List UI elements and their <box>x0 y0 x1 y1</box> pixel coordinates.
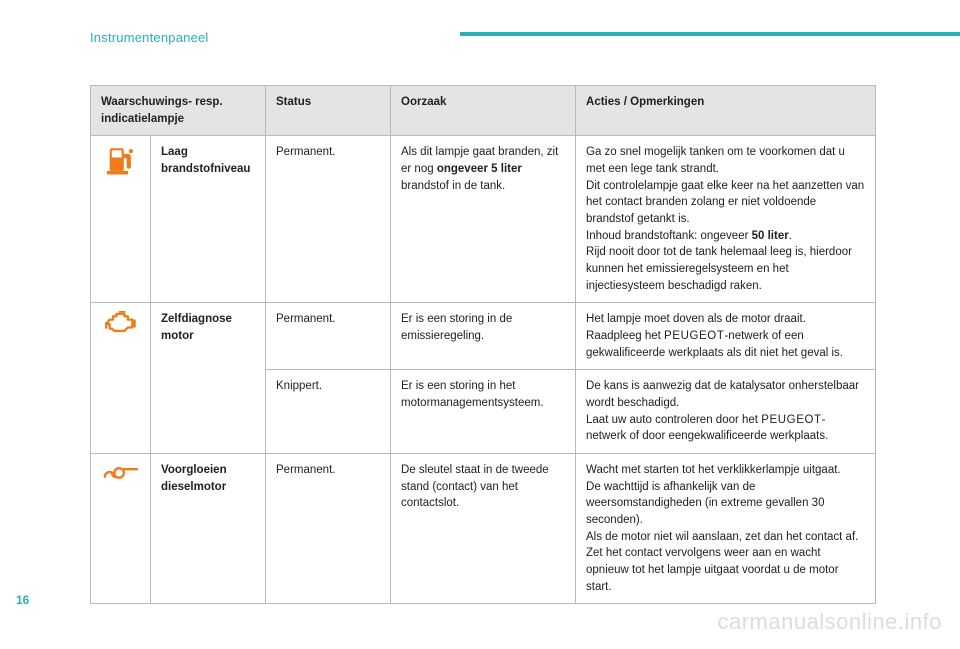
lamp-name: Voorgloeien dieselmotor <box>151 454 266 604</box>
action-cell: De kans is aanwezig dat de katalysator o… <box>576 370 876 454</box>
cause-cell: Er is een storing in de emissieregeling. <box>391 303 576 370</box>
fuel-pump-icon <box>104 144 138 178</box>
cause-text: brandstof in de tank. <box>401 180 505 192</box>
brand-name: PEUGEOT <box>664 330 724 342</box>
table-row: Zelfdiagnose motor Permanent. Er is een … <box>91 303 876 370</box>
lamp-icon-cell <box>91 454 151 604</box>
table-row: Voorgloeien dieselmotor Permanent. De sl… <box>91 454 876 604</box>
action-line: Het lampje moet doven als de motor draai… <box>586 311 865 328</box>
header-accent-bar <box>460 32 960 36</box>
col-header-lamp: Waarschuwings- resp. indicatielampje <box>91 86 266 136</box>
watermark: carmanualsonline.info <box>717 609 942 635</box>
action-text: . <box>789 230 792 242</box>
action-line: Raadpleeg het PEUGEOT-netwerk of een gek… <box>586 328 865 361</box>
manual-page: Instrumentenpaneel Waarschuwings- resp. … <box>0 0 960 649</box>
table-header-row: Waarschuwings- resp. indicatielampje Sta… <box>91 86 876 136</box>
action-cell: Wacht met starten tot het verklikkerlamp… <box>576 454 876 604</box>
lamp-name: Laag brandstofniveau <box>151 136 266 303</box>
status-cell: Permanent. <box>266 136 391 303</box>
action-cell: Het lampje moet doven als de motor draai… <box>576 303 876 370</box>
action-text: Laat uw auto controleren door het <box>586 414 761 426</box>
cause-cell: De sleutel staat in de tweede stand (con… <box>391 454 576 604</box>
cause-bold: ongeveer 5 liter <box>437 163 522 175</box>
status-cell: Knippert. <box>266 370 391 454</box>
engine-icon <box>104 311 138 335</box>
cause-cell: Als dit lampje gaat branden, zit er nog … <box>391 136 576 303</box>
table-row: Laag brandstofniveau Permanent. Als dit … <box>91 136 876 303</box>
status-cell: Permanent. <box>266 454 391 604</box>
action-line: Wacht met starten tot het verklikkerlamp… <box>586 462 865 479</box>
action-line: De wachttijd is afhankelijk van de weers… <box>586 479 865 529</box>
warning-lamp-table: Waarschuwings- resp. indicatielampje Sta… <box>90 85 876 604</box>
brand-name: PEUGEOT <box>761 414 821 426</box>
page-number: 16 <box>16 593 29 607</box>
action-bold: 50 liter <box>752 230 789 242</box>
action-line: De kans is aanwezig dat de katalysator o… <box>586 378 865 411</box>
action-text: Inhoud brandstoftank: ongeveer <box>586 230 752 242</box>
action-line: Inhoud brandstoftank: ongeveer 50 liter. <box>586 228 865 245</box>
action-text: Raadpleeg het <box>586 330 664 342</box>
status-cell: Permanent. <box>266 303 391 370</box>
action-line: Rijd nooit door tot de tank helemaal lee… <box>586 244 865 294</box>
lamp-icon-cell <box>91 303 151 454</box>
action-line: Als de motor niet wil aanslaan, zet dan … <box>586 529 865 596</box>
col-header-status: Status <box>266 86 391 136</box>
action-cell: Ga zo snel mogelijk tanken om te voorkom… <box>576 136 876 303</box>
cause-cell: Er is een storing in het motormanagement… <box>391 370 576 454</box>
lamp-icon-cell <box>91 136 151 303</box>
lamp-name: Zelfdiagnose motor <box>151 303 266 454</box>
col-header-cause: Oorzaak <box>391 86 576 136</box>
action-line: Ga zo snel mogelijk tanken om te voorkom… <box>586 144 865 177</box>
action-line: Dit controlelampje gaat elke keer na het… <box>586 178 865 228</box>
col-header-actions: Acties / Opmerkingen <box>576 86 876 136</box>
glow-plug-icon <box>102 462 140 482</box>
action-line: Laat uw auto controleren door het PEUGEO… <box>586 412 865 445</box>
